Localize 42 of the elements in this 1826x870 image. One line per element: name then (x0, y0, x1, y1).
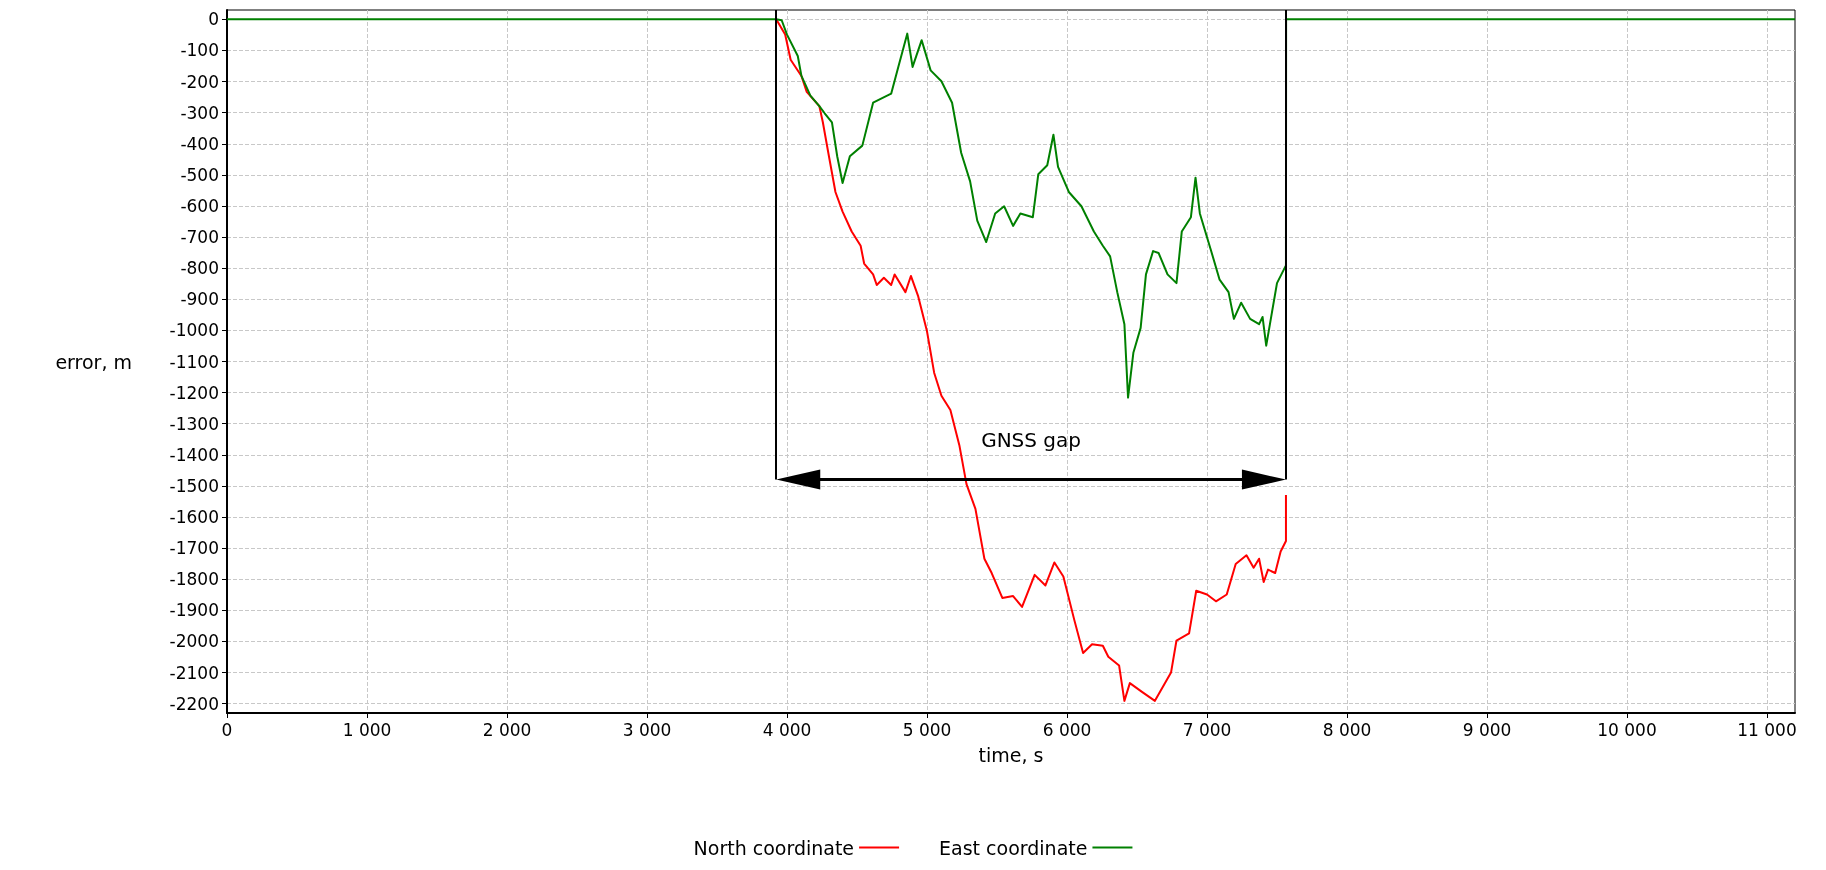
y-tick-label: -600 (180, 195, 219, 216)
x-tick-label: 6 000 (1042, 719, 1092, 740)
x-tick-label: 10 000 (1597, 719, 1657, 740)
y-tick-label: -1200 (169, 382, 219, 403)
x-tick-label: 5 000 (902, 719, 952, 740)
x-tick-label: 0 (221, 719, 233, 740)
line-series (775, 18, 1287, 702)
y-tick-label: -1900 (169, 600, 219, 621)
x-tick-label: 11 000 (1737, 719, 1797, 740)
y-tick-label: -100 (180, 40, 219, 61)
y-tick-label: -900 (180, 289, 219, 310)
legend-label: East coordinate (939, 836, 1088, 859)
y-tick-label: -1100 (169, 351, 219, 372)
annotation: GNSS gap (981, 427, 1082, 452)
y-tick-label: -1300 (169, 413, 219, 434)
y-tick-label: -1600 (169, 507, 219, 528)
y-tick-label: -1000 (169, 320, 219, 341)
x-axis-title: time, s (978, 743, 1044, 766)
y-tick-label: -1400 (169, 444, 219, 465)
y-tick-label: 0 (208, 9, 219, 30)
y-tick-label: -2200 (169, 693, 219, 714)
y-tick-label: -400 (180, 133, 219, 154)
legend-label: North coordinate (693, 836, 855, 859)
y-tick-label: -1700 (169, 538, 219, 559)
y-tick-label: -1500 (169, 475, 219, 496)
y-tick-label: -2000 (169, 631, 219, 652)
y-tick-label: -2100 (169, 662, 219, 683)
x-tick-label: 7 000 (1182, 719, 1232, 740)
y-tick-label: -200 (180, 71, 219, 92)
x-tick-label: 4 000 (762, 719, 812, 740)
y-tick-label: -700 (180, 227, 219, 248)
y-tick-label: -800 (180, 258, 219, 279)
x-tick-label: 8 000 (1322, 719, 1372, 740)
x-tick-label: 1 000 (342, 719, 392, 740)
y-tick-label: -300 (180, 102, 219, 123)
y-tick-label: -1800 (169, 569, 219, 590)
y-axis-title: error, m (55, 350, 132, 373)
x-tick-label: 3 000 (622, 719, 672, 740)
line-series (226, 18, 1796, 399)
x-tick-label: 9 000 (1462, 719, 1512, 740)
x-tick-label: 2 000 (482, 719, 532, 740)
y-tick-label: -500 (180, 164, 219, 185)
